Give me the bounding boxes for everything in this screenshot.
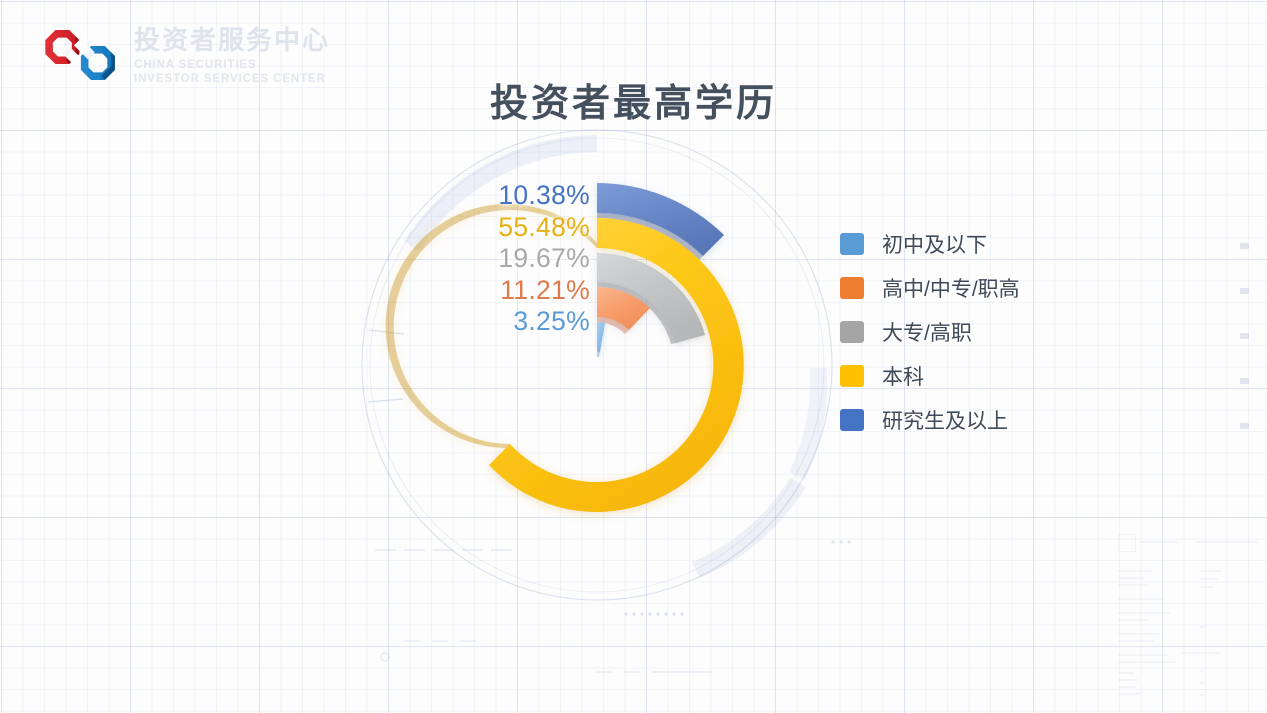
csisc-interlocking-rings-logo	[45, 30, 115, 80]
brand-name-cn: 投资者服务中心	[134, 25, 331, 55]
legend-item-label: 研究生及以上	[882, 410, 1008, 433]
legend-item-bachelor[interactable]: 本科	[828, 354, 1020, 398]
data-label-graduate: 10.38%	[498, 180, 590, 210]
legend-item-associate[interactable]: 大专/高职	[828, 310, 1020, 354]
chart-data-labels: 10.38% 55.48% 19.67% 11.21% 3.25%	[398, 180, 590, 338]
legend-swatch-icon	[828, 409, 864, 433]
brand-logo: 投资者服务中心 CHINA SECURITIES INVESTOR SERVIC…	[40, 22, 330, 88]
legend-item-label: 初中及以下	[882, 234, 987, 257]
legend-item-middle-school[interactable]: 初中及以下	[828, 222, 1020, 266]
legend-swatch-icon	[828, 365, 864, 389]
data-label-bachelor: 55.48%	[498, 211, 590, 242]
page-title: 投资者最高学历	[489, 83, 777, 125]
legend-swatch-icon	[828, 233, 864, 257]
data-label-highschool: 11.21%	[500, 274, 590, 305]
legend-item-label: 大专/高职	[882, 322, 972, 345]
legend-swatch-icon	[828, 277, 864, 301]
data-label-middle: 3.25%	[513, 306, 590, 336]
brand-name-en-line1: CHINA SECURITIES	[134, 59, 257, 71]
legend-item-high-school[interactable]: 高中/中专/职高	[828, 266, 1020, 310]
legend-item-label: 高中/中专/职高	[882, 278, 1020, 301]
brand-name-en-line2: INVESTOR SERVICES CENTER	[134, 72, 326, 85]
legend-item-graduate[interactable]: 研究生及以上	[828, 398, 1020, 442]
chart-legend: 初中及以下 高中/中专/职高 大专/高职 本科 研究生及以上	[828, 222, 1020, 442]
decorative-document-watermark	[1112, 530, 1262, 705]
data-label-associate: 19.67%	[498, 243, 590, 273]
legend-item-label: 本科	[882, 366, 924, 389]
legend-swatch-icon	[828, 321, 864, 345]
